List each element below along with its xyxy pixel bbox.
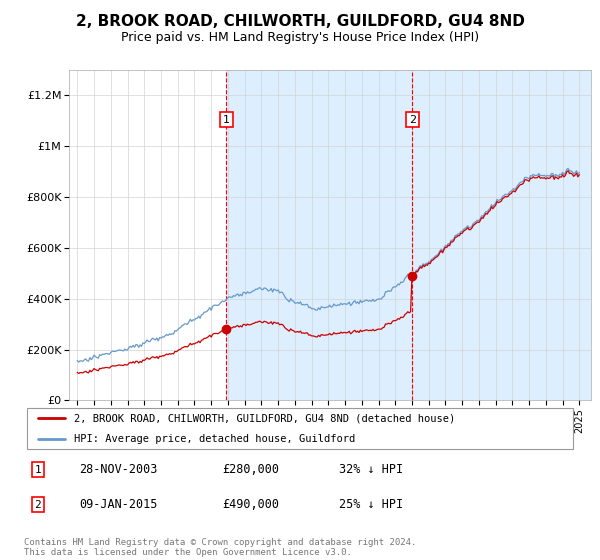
Text: 2, BROOK ROAD, CHILWORTH, GUILDFORD, GU4 8ND (detached house): 2, BROOK ROAD, CHILWORTH, GUILDFORD, GU4… [74,413,455,423]
Text: 25% ↓ HPI: 25% ↓ HPI [338,498,403,511]
Text: HPI: Average price, detached house, Guildford: HPI: Average price, detached house, Guil… [74,433,355,444]
FancyBboxPatch shape [27,408,573,449]
Text: Contains HM Land Registry data © Crown copyright and database right 2024.
This d: Contains HM Land Registry data © Crown c… [24,538,416,557]
Bar [226,70,596,400]
Text: 2: 2 [34,500,41,510]
Text: 28-NOV-2003: 28-NOV-2003 [79,463,158,476]
Text: Price paid vs. HM Land Registry's House Price Index (HPI): Price paid vs. HM Land Registry's House … [121,31,479,44]
Text: £490,000: £490,000 [223,498,280,511]
Text: 1: 1 [34,465,41,475]
Text: 2: 2 [409,115,416,124]
Text: 32% ↓ HPI: 32% ↓ HPI [338,463,403,476]
Text: 1: 1 [223,115,230,124]
Text: 09-JAN-2015: 09-JAN-2015 [79,498,158,511]
Text: £280,000: £280,000 [223,463,280,476]
Text: 2, BROOK ROAD, CHILWORTH, GUILDFORD, GU4 8ND: 2, BROOK ROAD, CHILWORTH, GUILDFORD, GU4… [76,14,524,29]
